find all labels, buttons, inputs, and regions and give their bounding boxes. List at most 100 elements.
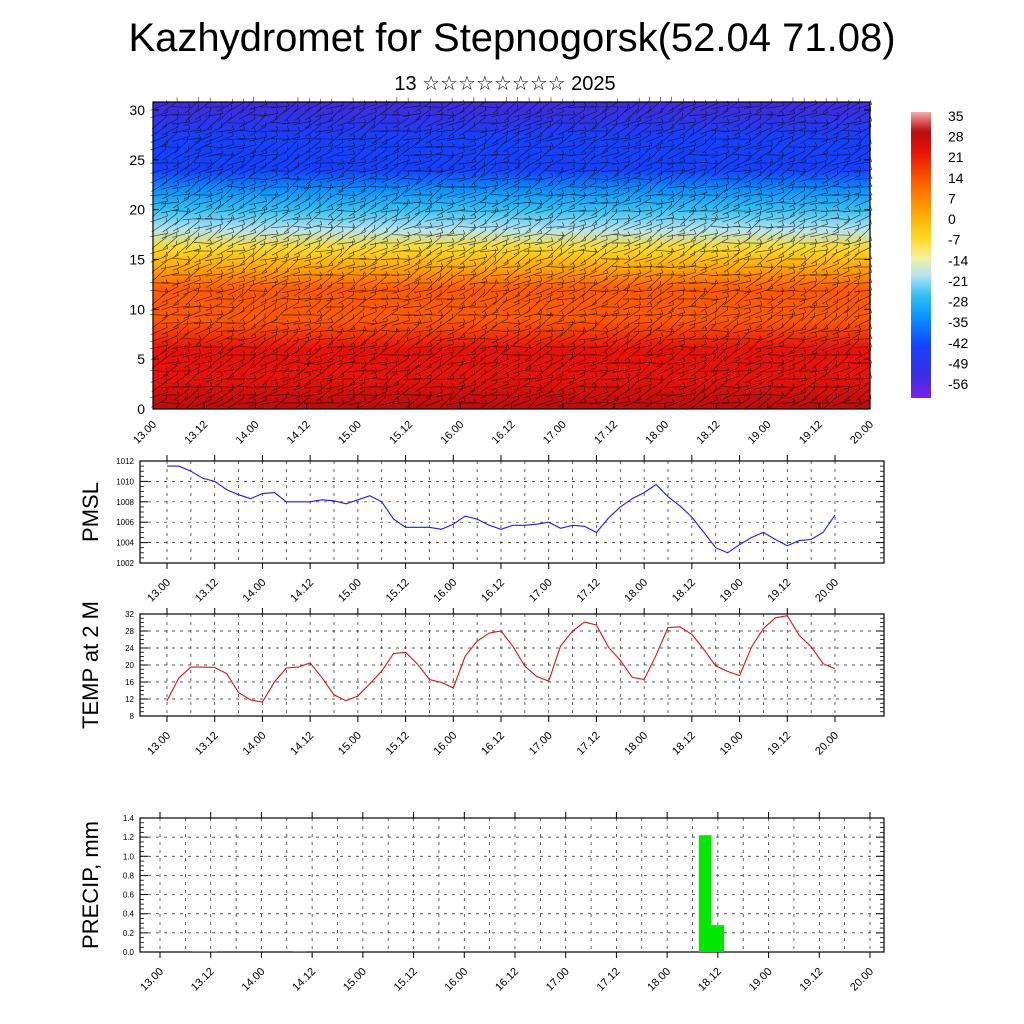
panel-xtick-label: 20.00 xyxy=(813,730,841,758)
wind-barb xyxy=(470,153,486,169)
wind-barb xyxy=(657,273,673,289)
wind-barb xyxy=(217,193,233,209)
wind-barb xyxy=(524,373,543,381)
wind-barb xyxy=(843,156,862,166)
wind-barb xyxy=(688,326,708,332)
wind-barb xyxy=(644,375,664,380)
wind-barb xyxy=(458,164,477,174)
wind-barb xyxy=(360,145,376,161)
wind-barb xyxy=(677,229,697,237)
wind-barb xyxy=(601,180,620,190)
wind-barb xyxy=(711,234,729,248)
wind-barb xyxy=(722,142,741,148)
wind-barb xyxy=(501,319,521,325)
wind-barb xyxy=(425,130,443,144)
wind-barb xyxy=(436,202,454,216)
wind-barb xyxy=(260,397,279,405)
wind-barb xyxy=(292,214,312,220)
wind-barb xyxy=(766,252,785,262)
wind-barb xyxy=(656,300,675,310)
wind-barb xyxy=(426,314,443,328)
wind-barb xyxy=(218,184,232,202)
wind-barb xyxy=(237,350,257,356)
wind-barb xyxy=(293,242,311,256)
wind-barb xyxy=(271,194,289,208)
wind-barb xyxy=(831,183,851,189)
wind-barb xyxy=(579,299,597,311)
wind-barb xyxy=(315,108,334,118)
wind-barb xyxy=(657,338,673,353)
wind-barb xyxy=(611,358,631,365)
wind-barb xyxy=(812,257,827,274)
wind-barb xyxy=(612,269,631,277)
wind-barb xyxy=(468,399,488,404)
wind-barb xyxy=(226,183,246,188)
wind-barb xyxy=(537,296,551,314)
wind-barb xyxy=(459,386,476,400)
wind-barb xyxy=(403,189,422,197)
wind-barb xyxy=(251,136,265,154)
wind-barb xyxy=(359,139,377,151)
wind-barb xyxy=(468,311,488,316)
wind-barb xyxy=(162,209,178,225)
wind-barb xyxy=(778,161,794,177)
wind-barb xyxy=(545,221,565,229)
wind-barb xyxy=(798,159,818,164)
wind-barb xyxy=(524,268,542,279)
wind-barb xyxy=(182,126,202,132)
wind-barb xyxy=(767,161,783,178)
wind-barb xyxy=(194,246,213,252)
wind-barb xyxy=(767,226,783,241)
wind-barb xyxy=(667,277,686,285)
wind-barb xyxy=(185,385,200,402)
wind-barb xyxy=(820,111,840,117)
wind-barb xyxy=(799,108,818,118)
wind-barb xyxy=(635,153,651,170)
wind-barbs xyxy=(149,96,873,410)
wind-barb xyxy=(315,373,334,381)
wind-barb xyxy=(315,339,333,351)
wind-barb xyxy=(426,169,442,185)
wind-barb xyxy=(205,219,223,231)
wind-barb xyxy=(150,341,169,350)
wind-barb xyxy=(504,104,518,122)
wind-barb xyxy=(491,355,509,368)
wind-barb xyxy=(260,179,278,191)
wind-barb xyxy=(471,168,485,186)
wind-barb xyxy=(215,326,235,333)
wind-barb xyxy=(392,181,411,189)
wind-barb xyxy=(336,390,356,397)
wind-barb xyxy=(260,355,278,367)
wind-barb xyxy=(282,355,300,367)
wind-barb xyxy=(459,225,475,241)
wind-barb xyxy=(766,371,784,384)
wind-barb xyxy=(403,109,422,117)
wind-barb xyxy=(150,371,168,383)
wind-barb xyxy=(503,337,519,353)
wind-barb xyxy=(602,218,619,232)
wind-barb xyxy=(261,298,278,312)
wind-barb xyxy=(557,204,575,215)
wind-barb xyxy=(358,327,378,332)
wind-barb xyxy=(568,397,587,405)
wind-barb xyxy=(315,173,334,181)
wind-barb xyxy=(755,284,773,295)
wind-barb xyxy=(536,337,552,353)
wind-barb xyxy=(493,96,507,114)
wind-barb xyxy=(721,246,741,252)
wind-barb xyxy=(556,110,576,116)
wind-barb xyxy=(284,184,298,202)
wind-barb xyxy=(734,210,751,224)
wind-barb xyxy=(535,283,553,295)
wind-barb xyxy=(271,365,290,373)
wind-barb xyxy=(160,143,180,148)
wind-barb xyxy=(622,358,642,364)
wind-barb xyxy=(502,173,521,181)
wind-barb xyxy=(447,252,466,263)
wind-barb xyxy=(161,268,180,278)
wind-barb xyxy=(823,352,837,370)
wind-barb xyxy=(438,257,453,274)
wind-barb xyxy=(525,250,542,264)
wind-barb xyxy=(249,276,267,287)
